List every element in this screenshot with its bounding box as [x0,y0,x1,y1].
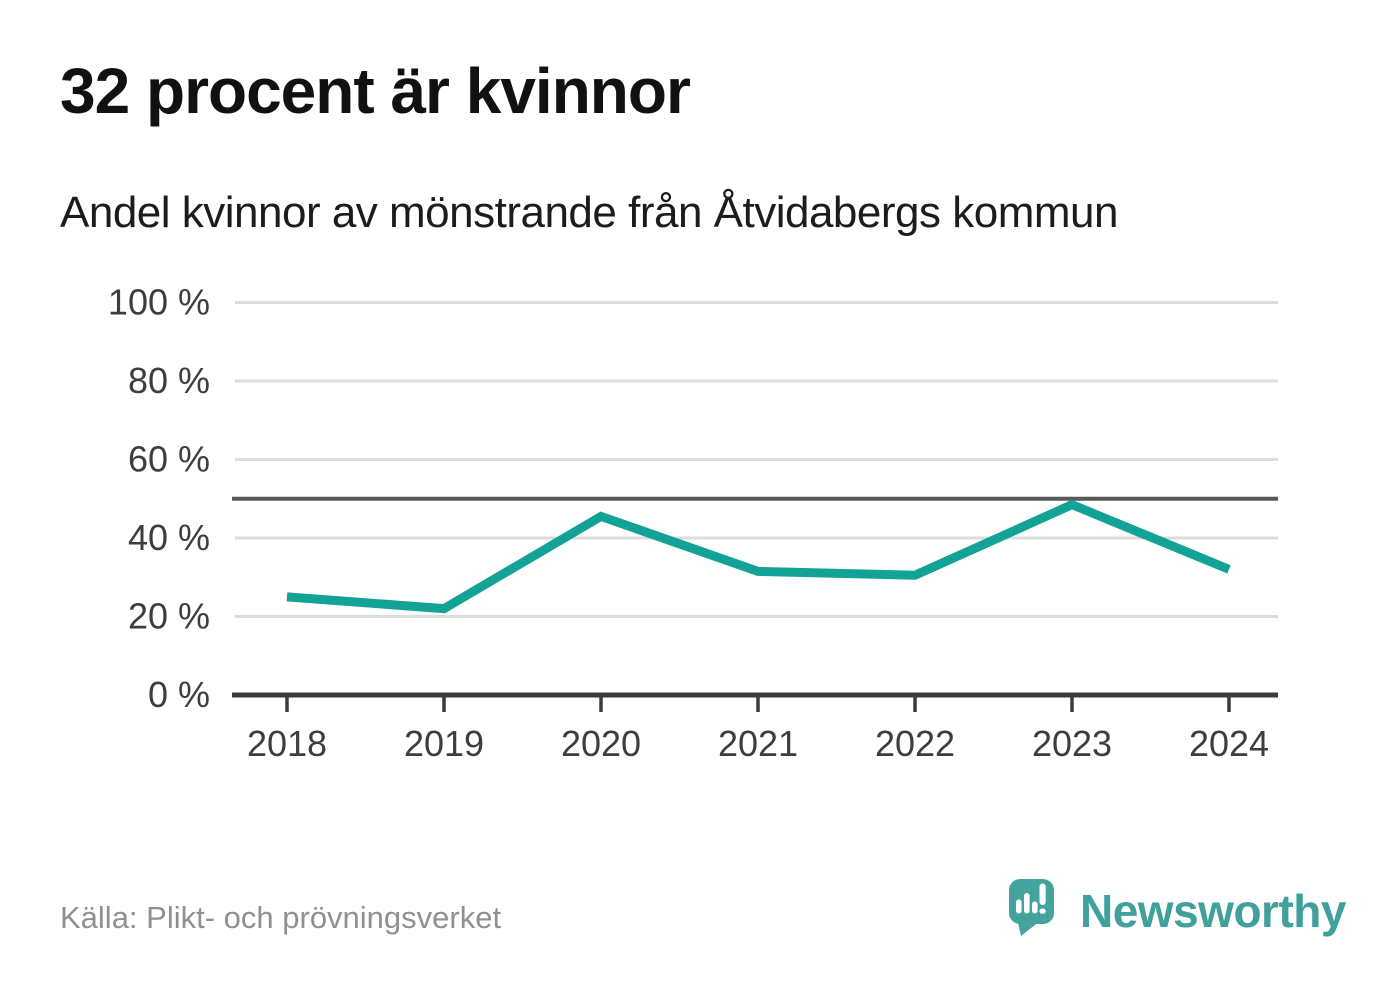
x-axis-tick-label: 2024 [1189,723,1269,764]
newsworthy-wordmark: Newsworthy [1080,885,1346,937]
y-axis-tick-label: 20 % [128,596,210,637]
y-axis-tick-label: 80 % [128,360,210,401]
y-axis-tick-label: 100 % [108,282,210,323]
newsworthy-logo-icon [1009,879,1054,936]
x-axis-tick-label: 2021 [718,723,798,764]
chart-title: 32 procent är kvinnor [60,55,691,127]
x-axis-tick-label: 2018 [247,723,327,764]
y-axis-tick-label: 40 % [128,517,210,558]
line-chart: 0 % 20 % 40 % 60 % 80 % 100 % 2018 2019 2020 2021… [0,270,1382,800]
line-chart-canvas: 0 % 20 % 40 % 60 % 80 % 100 % 2018 2019 2020 2021… [108,282,1278,764]
data-series-line [286,499,1231,614]
x-axis-tick-label: 2022 [875,723,955,764]
x-axis-tick-label: 2020 [561,723,641,764]
source-text: Källa: Plikt- och prövningsverket [60,900,502,935]
brand-logo: Newsworthy [1008,878,1346,938]
x-axis-tick-label: 2023 [1032,723,1112,764]
y-axis-tick-label: 0 % [148,674,210,715]
x-axis-tick-label: 2019 [404,723,484,764]
y-axis-tick-label: 60 % [128,439,210,480]
chart-subtitle: Andel kvinnor av mönstrande från Åtvidab… [60,188,1118,237]
